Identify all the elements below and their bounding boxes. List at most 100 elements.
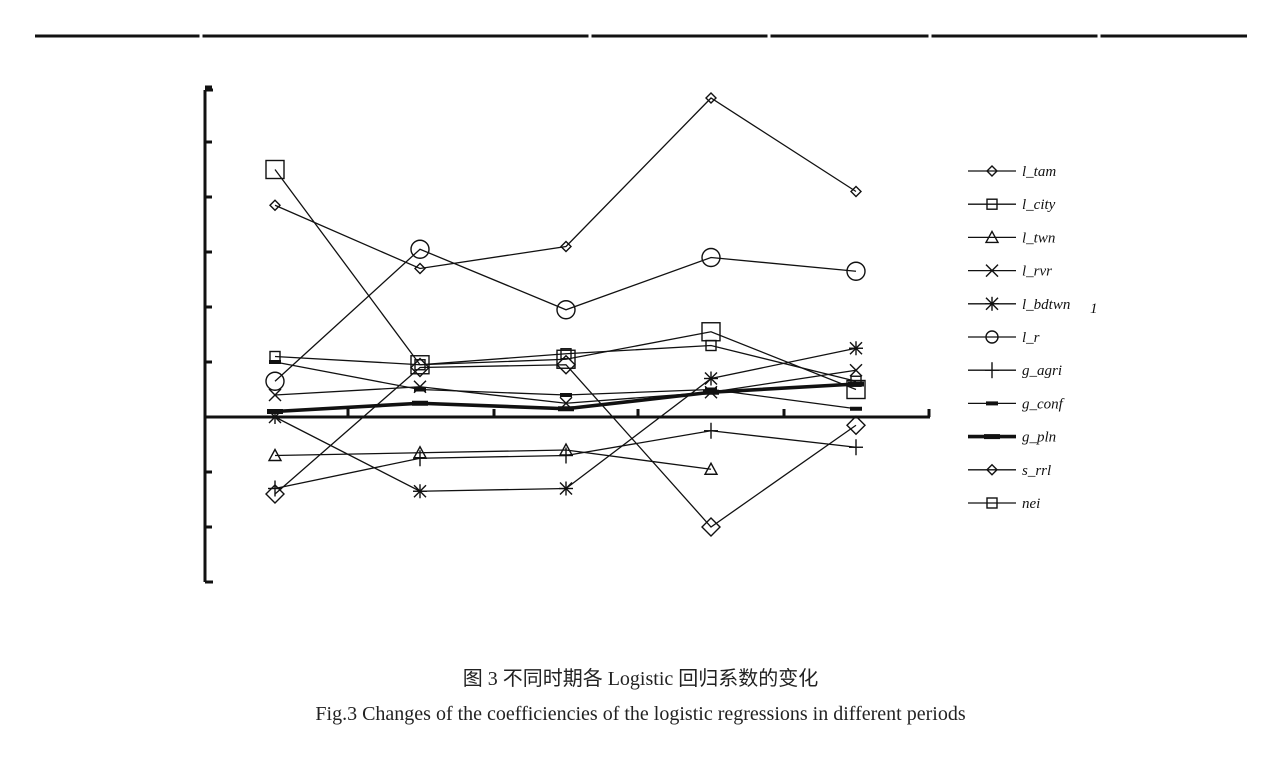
- data-point-g_pln: [848, 381, 864, 387]
- data-point-nei: [265, 159, 285, 180]
- marker-shape: [556, 349, 576, 369]
- legend-entry-l_r: l_r: [968, 330, 1040, 346]
- data-point-nei: [556, 349, 576, 369]
- figure-caption-english: Fig.3 Changes of the coefficiencies of t…: [315, 703, 966, 725]
- marker-shape: [986, 401, 998, 406]
- marker-shape: [984, 434, 1000, 440]
- data-point-g_conf: [705, 387, 717, 392]
- series-line-l_r: [274, 248, 857, 382]
- data-point-l_twn: [267, 448, 283, 462]
- legend-marker: [985, 264, 999, 278]
- marker-shape: [849, 363, 863, 377]
- line-chart: l_tam l_city l_twn l_rvr l_bdtwn 1 l_r g_agri g_…: [203, 85, 1098, 584]
- marker-shape: [846, 261, 866, 281]
- data-point-l_r: [556, 300, 576, 320]
- data-point-l_tam: [850, 185, 862, 198]
- marker-shape: [560, 393, 572, 397]
- marker-shape: [701, 247, 721, 268]
- legend-entry-s_rrl: s_rrl: [968, 463, 1051, 479]
- marker-shape: [269, 360, 281, 364]
- marker-shape: [703, 461, 719, 475]
- marker-shape: [703, 389, 719, 395]
- marker-shape: [848, 381, 864, 387]
- data-point-g_agri: [849, 439, 863, 456]
- legend-entry-l_bdtwn1: l_bdtwn 1: [968, 296, 1098, 317]
- marker-shape: [412, 400, 428, 406]
- marker-shape: [556, 354, 576, 375]
- data-point-g_agri: [413, 450, 427, 467]
- series-line-l_tam: [274, 97, 857, 270]
- series-line-nei: [274, 169, 857, 391]
- data-point-l_twn: [703, 461, 719, 475]
- marker-shape: [846, 379, 866, 400]
- marker-shape: [560, 240, 572, 253]
- marker-shape: [265, 371, 285, 391]
- legend-entry-nei: nei: [968, 496, 1040, 512]
- series-l_city: [269, 339, 862, 387]
- legend-marker: [986, 463, 998, 476]
- data-point-l_tam: [705, 92, 717, 104]
- legend-marker: [985, 330, 999, 344]
- marker-shape: [850, 406, 862, 411]
- marker-shape: [269, 199, 281, 212]
- legend-label: l_r: [1022, 330, 1040, 346]
- marker-shape: [846, 415, 866, 436]
- marker-shape: [850, 185, 862, 198]
- marker-shape: [705, 92, 717, 104]
- legend-label: g_conf: [1022, 396, 1065, 412]
- marker-shape: [556, 300, 576, 320]
- marker-shape: [414, 387, 426, 392]
- legend-label: g_pln: [1022, 430, 1056, 446]
- marker-shape: [986, 463, 998, 476]
- legend-label: l_city: [1022, 197, 1056, 213]
- marker-shape: [267, 409, 283, 414]
- marker-shape: [267, 448, 283, 462]
- top-rule: [35, 30, 1247, 40]
- legend-entry-g_conf: g_conf: [968, 396, 1065, 412]
- data-point-g_conf: [560, 393, 572, 397]
- data-point-g_pln: [703, 389, 719, 395]
- figure-caption-chinese: 图 3 不同时期各 Logistic 回归系数的变化: [462, 668, 819, 690]
- legend-marker: [984, 434, 1000, 440]
- series-l_r: [265, 239, 866, 391]
- marker-shape: [701, 322, 721, 342]
- data-point-s_rrl: [265, 484, 285, 504]
- marker-shape: [701, 517, 721, 537]
- series-g_pln: [267, 381, 864, 414]
- data-point-l_rvr: [849, 363, 863, 377]
- chart-legend: l_tam l_city l_twn l_rvr l_bdtwn 1 l_r g_agri g_…: [968, 164, 1098, 512]
- data-point-l_tam: [269, 199, 281, 212]
- marker-shape: [410, 239, 430, 259]
- data-point-g_pln: [412, 400, 428, 406]
- data-point-g_agri: [559, 447, 573, 464]
- legend-entry-l_twn: l_twn: [968, 229, 1055, 246]
- legend-marker: [986, 165, 998, 177]
- series-line-g_conf: [274, 361, 857, 410]
- data-point-g_conf: [269, 360, 281, 364]
- marker-shape: [268, 388, 282, 402]
- data-point-l_tam: [560, 240, 572, 253]
- data-point-l_r: [265, 371, 285, 391]
- series-g_agri: [268, 422, 863, 497]
- data-point-s_rrl: [701, 517, 721, 537]
- legend-marker: [985, 362, 999, 379]
- legend-label: l_twn: [1022, 230, 1055, 246]
- marker-shape: [984, 229, 1000, 244]
- series-l_bdtwn1: [268, 341, 863, 499]
- legend-entry-l_city: l_city: [968, 197, 1056, 213]
- legend-label: nei: [1022, 496, 1040, 512]
- marker-shape: [265, 159, 285, 180]
- data-point-g_conf: [850, 406, 862, 411]
- legend-marker: [984, 229, 1000, 244]
- data-point-l_rvr: [268, 388, 282, 402]
- series-s_rrl: [265, 354, 866, 537]
- marker-shape: [986, 198, 998, 210]
- series-l_tam: [269, 92, 862, 275]
- legend-entry-l_tam: l_tam: [968, 164, 1056, 180]
- series-line-l_city: [274, 344, 857, 382]
- series-line-s_rrl: [274, 364, 857, 528]
- legend-entry-g_pln: g_pln: [968, 430, 1056, 446]
- marker-shape: [986, 497, 998, 509]
- data-point-s_rrl: [846, 415, 866, 436]
- data-point-g_pln: [267, 409, 283, 414]
